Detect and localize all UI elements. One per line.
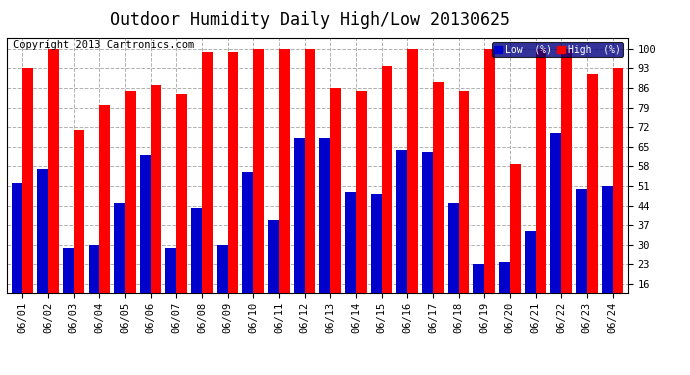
Bar <box>253 49 264 329</box>
Bar <box>448 203 459 329</box>
Bar <box>88 245 99 329</box>
Bar <box>613 68 623 329</box>
Bar <box>524 231 535 329</box>
Bar <box>304 49 315 329</box>
Bar <box>202 51 213 329</box>
Bar <box>422 152 433 329</box>
Bar <box>242 172 253 329</box>
Bar <box>345 192 356 329</box>
Bar <box>459 91 469 329</box>
Bar <box>433 82 444 329</box>
Bar <box>407 49 418 329</box>
Bar <box>99 105 110 329</box>
Bar <box>114 203 125 329</box>
Bar <box>499 262 510 329</box>
Bar <box>279 49 290 329</box>
Bar <box>140 155 150 329</box>
Bar <box>551 133 561 329</box>
Bar <box>176 93 187 329</box>
Bar <box>576 189 586 329</box>
Bar <box>22 68 33 329</box>
Bar <box>48 49 59 329</box>
Legend: Low  (%), High  (%): Low (%), High (%) <box>492 42 623 57</box>
Bar <box>150 85 161 329</box>
Bar <box>37 169 48 329</box>
Bar <box>586 74 598 329</box>
Bar <box>371 194 382 329</box>
Text: Outdoor Humidity Daily High/Low 20130625: Outdoor Humidity Daily High/Low 20130625 <box>110 11 511 29</box>
Bar <box>473 264 484 329</box>
Bar <box>382 66 393 329</box>
Bar <box>319 138 331 329</box>
Bar <box>217 245 228 329</box>
Bar <box>331 88 341 329</box>
Bar <box>356 91 366 329</box>
Bar <box>484 49 495 329</box>
Bar <box>397 150 407 329</box>
Text: Copyright 2013 Cartronics.com: Copyright 2013 Cartronics.com <box>13 40 195 50</box>
Bar <box>268 220 279 329</box>
Bar <box>602 186 613 329</box>
Bar <box>228 51 238 329</box>
Bar <box>12 183 22 329</box>
Bar <box>125 91 136 329</box>
Bar <box>74 130 84 329</box>
Bar <box>63 248 74 329</box>
Bar <box>191 209 202 329</box>
Bar <box>510 164 521 329</box>
Bar <box>561 49 572 329</box>
Bar <box>535 49 546 329</box>
Bar <box>294 138 304 329</box>
Bar <box>166 248 176 329</box>
